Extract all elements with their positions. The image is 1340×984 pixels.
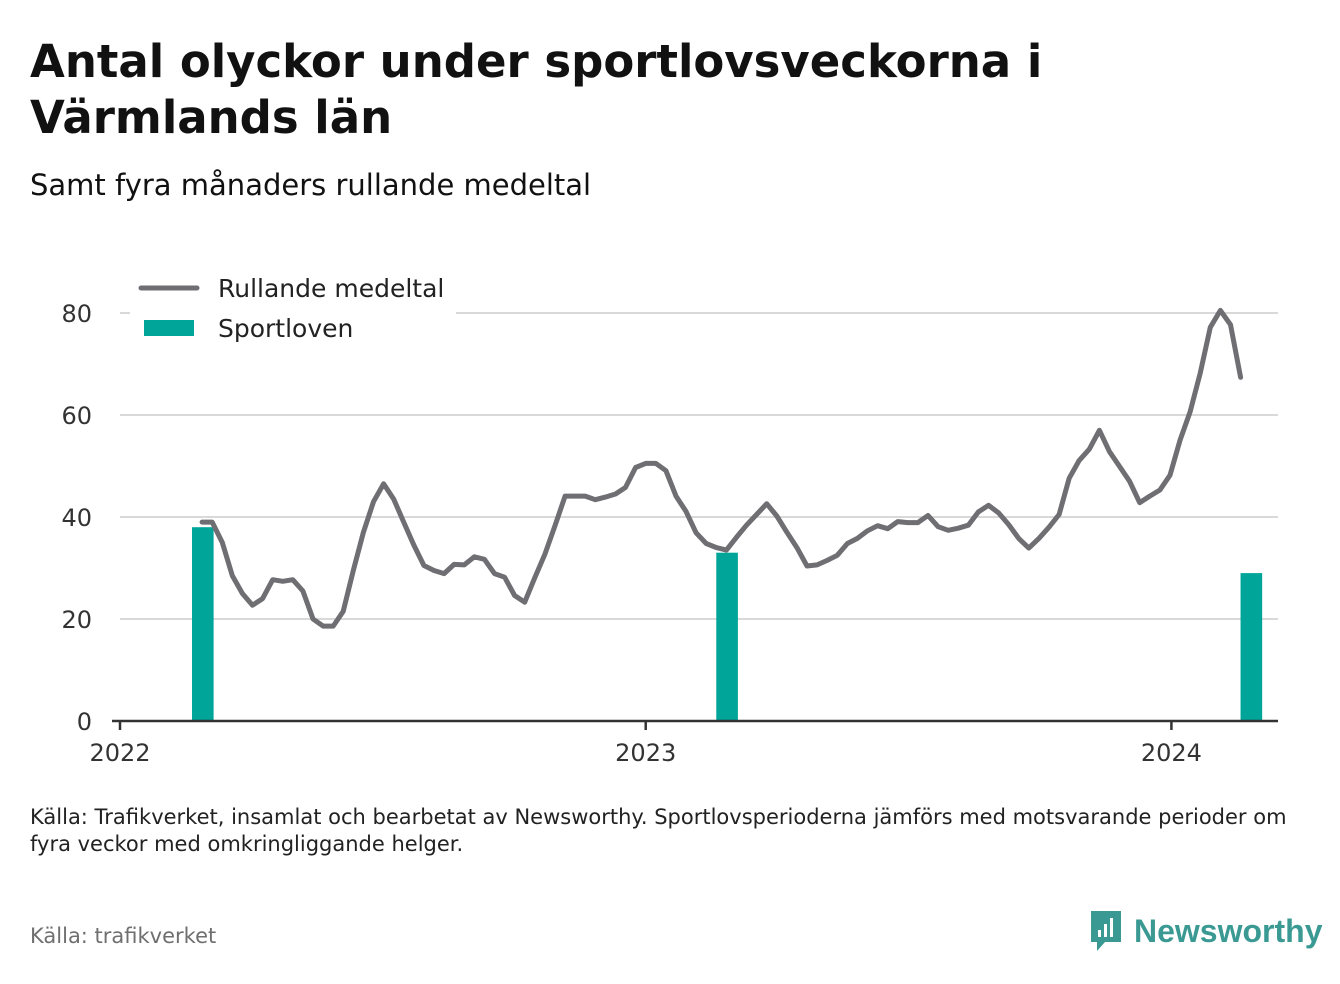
chart-subtitle: Samt fyra månaders rullande medeltal [30, 168, 592, 202]
y-axis-ticks: 0 20 40 60 80 [61, 300, 92, 736]
sportlov-bar-2 [716, 552, 738, 721]
brand-name: Newsworthy [1134, 912, 1323, 949]
newsworthy-logo[interactable]: Newsworthy [1088, 906, 1322, 956]
sportlov-bar-3 [1240, 573, 1263, 721]
x-tick-label-2023: 2023 [615, 739, 676, 767]
source-label: Källa: trafikverket [30, 924, 217, 948]
legend: Rullande medeltal Sportloven [130, 270, 456, 356]
y-tick-label-60: 60 [61, 402, 92, 430]
y-tick-label-40: 40 [61, 504, 92, 532]
chart-canvas: 0 20 40 60 80 2022 2023 2024 Rullande medeltal… [61, 270, 1278, 767]
source-note: Källa: Trafikverket, insamlat och bearbe… [30, 805, 1287, 856]
sportlov-bars [192, 527, 1263, 721]
y-tick-label-80: 80 [61, 300, 92, 328]
x-axis: 2022 2023 2024 [89, 719, 1278, 767]
y-tick-label-20: 20 [61, 606, 92, 634]
chart-title: Antal olyckor under sportlovsveckorna i … [30, 35, 1043, 144]
bar-chart-speech-bubble-icon [1091, 911, 1121, 951]
legend-background [130, 270, 456, 356]
x-tick-label-2022: 2022 [89, 739, 150, 767]
grid-lines [120, 312, 1278, 620]
sportlov-bar-1 [192, 527, 214, 721]
legend-label-bars: Sportloven [218, 314, 353, 343]
legend-label-line: Rullande medeltal [218, 274, 444, 303]
x-tick-label-2024: 2024 [1141, 739, 1202, 767]
y-tick-label-0: 0 [77, 708, 92, 736]
legend-bar-swatch [144, 320, 194, 336]
rolling-average-line [199, 307, 1244, 629]
